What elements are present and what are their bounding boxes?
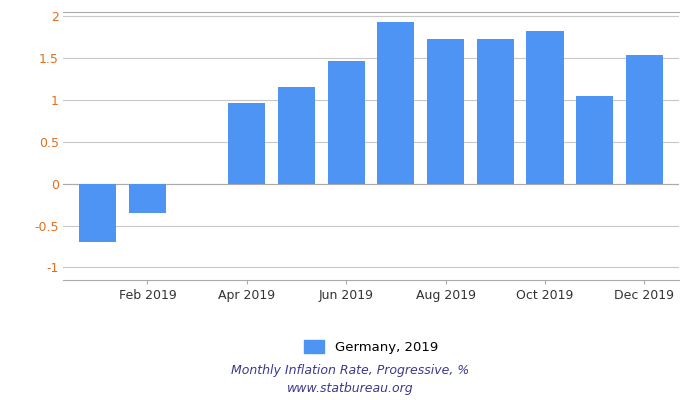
Bar [477,39,514,184]
Bar [328,62,365,184]
Text: Monthly Inflation Rate, Progressive, %: Monthly Inflation Rate, Progressive, % [231,364,469,377]
Bar [278,86,315,184]
Legend: Germany, 2019: Germany, 2019 [299,334,443,359]
Bar [576,96,613,184]
Bar [626,55,663,184]
Bar [427,39,464,184]
Bar [526,31,564,184]
Text: www.statbureau.org: www.statbureau.org [287,382,413,395]
Bar [129,184,166,213]
Bar [377,22,414,184]
Bar [79,184,116,242]
Bar [228,103,265,184]
